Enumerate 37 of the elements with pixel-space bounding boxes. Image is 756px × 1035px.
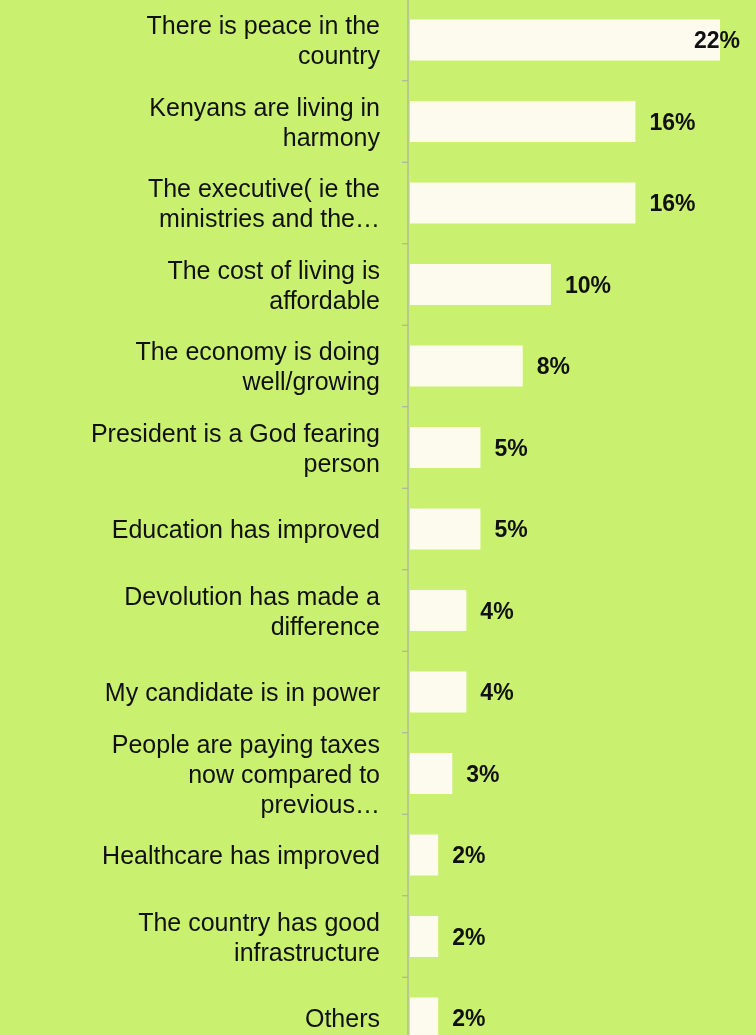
bar <box>410 753 453 794</box>
y-tick-label: The cost of living is affordable <box>167 255 380 314</box>
data-label: 22% <box>694 27 741 53</box>
bar <box>410 345 523 387</box>
y-tick-label: Devolution has made a difference <box>124 581 381 640</box>
data-label: 4% <box>480 679 514 705</box>
y-tick-label: Education has improved <box>111 515 380 543</box>
data-label: 8% <box>536 353 570 379</box>
bar <box>410 101 636 142</box>
y-tick-label: Others <box>304 1004 380 1032</box>
data-label: 16% <box>649 190 696 216</box>
bar <box>410 590 467 631</box>
bar <box>410 834 439 876</box>
data-label: 4% <box>480 597 514 624</box>
y-tick-label: Healthcare has improved <box>102 841 380 869</box>
y-tick-label: Kenyans are living in harmony <box>149 92 381 151</box>
bar <box>410 182 636 224</box>
data-label: 2% <box>452 923 486 950</box>
data-label: 5% <box>494 434 528 461</box>
y-tick-label: People are paying taxes now compared to previous… <box>111 729 380 818</box>
bar <box>410 508 481 550</box>
bar <box>410 916 439 957</box>
data-label: 2% <box>452 842 486 868</box>
y-tick-label: The executive( ie the ministries and the… <box>147 174 380 232</box>
data-label: 2% <box>452 1005 486 1031</box>
y-tick-label: There is peace in the country <box>146 11 381 69</box>
bar <box>410 671 467 713</box>
data-label: 5% <box>494 516 528 542</box>
y-tick-label: My candidate is in power <box>104 678 380 706</box>
data-label: 16% <box>649 108 696 135</box>
y-tick-label: The country has good infrastructure <box>138 907 380 966</box>
bar <box>410 427 481 468</box>
bar <box>410 264 551 305</box>
data-label: 10% <box>564 271 611 298</box>
y-tick-label: President is a God fearing person <box>90 418 380 477</box>
data-label: 3% <box>466 760 500 787</box>
y-tick-label: The economy is doing well/growing <box>135 337 380 395</box>
